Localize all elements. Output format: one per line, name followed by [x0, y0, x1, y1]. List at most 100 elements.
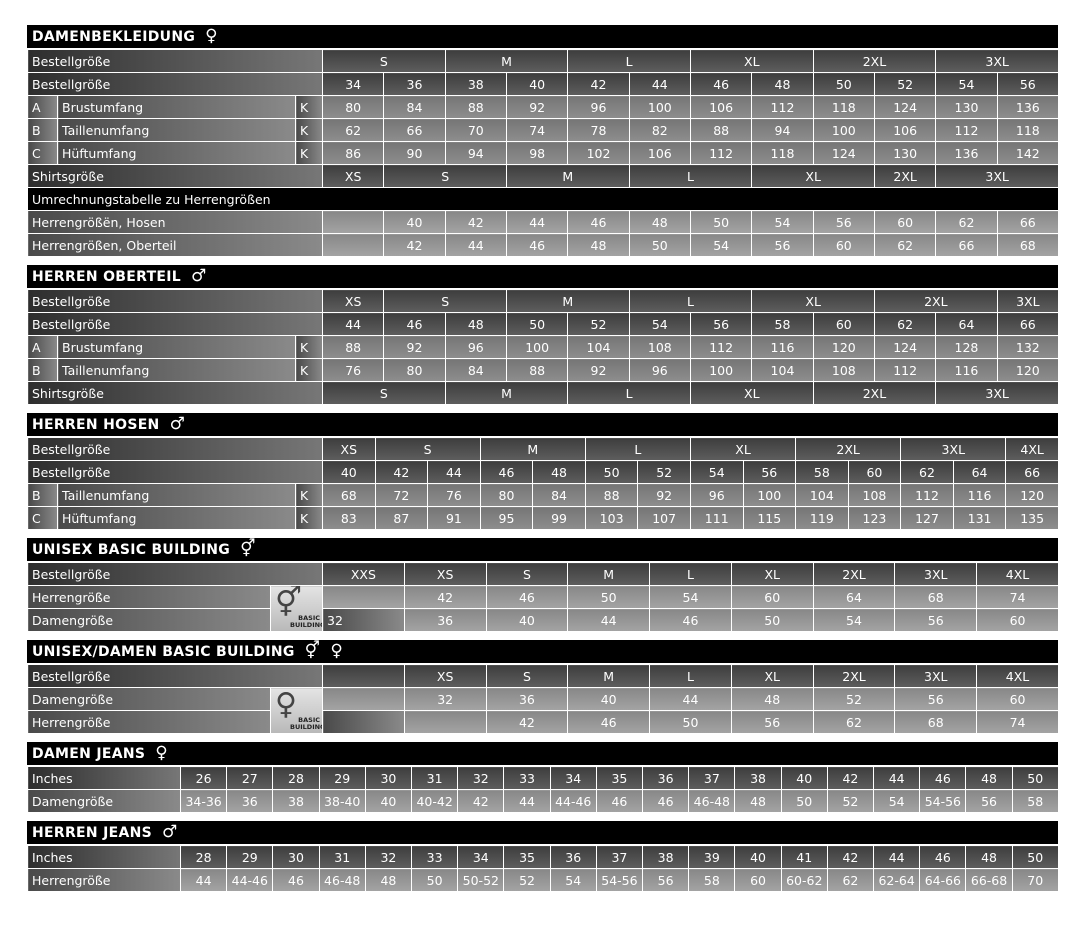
size-value: 88 [584, 483, 639, 507]
row-label: Herrengröße [27, 868, 181, 892]
size-value: 64-66 [919, 868, 967, 892]
size-value: 104 [567, 335, 630, 359]
size-value: 52 [567, 312, 630, 336]
size-value: XXS [322, 562, 405, 586]
size-value: 42 [457, 789, 505, 813]
size-table: Bestellgröße S M L XL 2XL 3XL Bestellgröße 34 36 3… [27, 49, 1059, 257]
size-value: 42 [374, 460, 429, 484]
size-value: 60 [730, 585, 814, 609]
size-value: 3XL [935, 381, 1059, 405]
section: UNISEX BASIC BUILDING ⚥ Bestellgröße XXS XS S… [26, 538, 1059, 632]
size-value: 38 [444, 72, 507, 96]
size-value: 52 [873, 72, 937, 96]
size-value: 26 [179, 766, 228, 790]
size-value: 70 [444, 118, 507, 142]
size-value: 35 [595, 766, 644, 790]
size-value: 44 [444, 233, 507, 257]
size-value: 34-36 [179, 789, 228, 813]
row-label: A [27, 95, 58, 119]
title-text: DAMENBEKLEIDUNG [32, 29, 196, 45]
size-value: 2XL [812, 562, 896, 586]
size-value: 84 [532, 483, 586, 507]
size-value: 40-42 [411, 789, 459, 813]
size-value: 96 [444, 335, 507, 359]
row-label: Bestellgröße [27, 49, 323, 73]
table-row: B Taillenumfang K 62 66 70 74 78 82 88 94 100 106 112… [27, 118, 1059, 142]
size-value: 62 [873, 233, 937, 257]
size-value: 62 [321, 118, 385, 142]
size-value: 2XL [812, 664, 896, 688]
size-value: 52 [812, 687, 896, 711]
size-value: 80 [479, 483, 534, 507]
size-value: 84 [383, 95, 446, 119]
empty-cell [321, 233, 385, 257]
size-value: XL [730, 664, 814, 688]
size-value: 42 [444, 210, 507, 234]
size-value: M [444, 381, 569, 405]
size-value: 116 [935, 358, 998, 382]
size-value: 50 [812, 72, 875, 96]
size-value: 112 [935, 118, 998, 142]
size-value: 124 [873, 95, 937, 119]
row-label: K [295, 506, 323, 530]
size-value: 2XL [873, 164, 937, 188]
size-value: 131 [952, 506, 1007, 530]
size-value: 46 [567, 710, 651, 734]
size-value: 54-56 [919, 789, 967, 813]
gender-symbol: ♂ [169, 414, 186, 434]
size-value: S [485, 562, 569, 586]
size-value: 127 [900, 506, 954, 530]
size-value: 48 [965, 845, 1013, 869]
size-value: 48 [444, 312, 507, 336]
size-value: L [628, 289, 753, 313]
size-value: L [649, 664, 732, 688]
size-value: 3XL [900, 437, 1007, 461]
size-value: 35 [503, 845, 551, 869]
size-value: 46 [649, 608, 732, 632]
size-value: 46 [505, 233, 569, 257]
size-value: M [444, 49, 569, 73]
table-row: A Brustumfang K 88 92 96 100 104 108 112 116 120 124… [27, 335, 1059, 359]
size-value: 62 [826, 868, 875, 892]
size-value: 86 [321, 141, 385, 165]
size-value: 62 [935, 210, 998, 234]
badge-symbol: ⚥ [275, 585, 303, 620]
size-value: 50 [1011, 845, 1059, 869]
size-value: 76 [321, 358, 385, 382]
table-row: Shirtsgröße S M L XL 2XL 3XL [27, 381, 1059, 405]
size-value: 2XL [795, 437, 902, 461]
size-value: 3XL [894, 562, 978, 586]
size-value: XS [321, 164, 385, 188]
table-row: A Brustumfang K 80 84 88 92 96 100 106 112 118 124 13… [27, 95, 1059, 119]
size-value: 28 [272, 766, 320, 790]
row-label: Taillenumfang [57, 483, 296, 507]
size-chart: DAMENBEKLEIDUNG ♀ Bestellgröße S M L XL 2XL 3XL B… [26, 25, 1059, 900]
size-value: 136 [996, 95, 1059, 119]
size-value: 42 [383, 233, 446, 257]
basic-building-badge: ⚥ BASIC BUILDING [269, 585, 324, 632]
size-value: 60 [976, 608, 1059, 632]
size-value: 112 [751, 95, 814, 119]
size-value: S [322, 49, 446, 73]
row-label: Hüftumfang [57, 506, 296, 530]
size-value: 92 [567, 358, 630, 382]
size-table: Bestellgröße XS S M L XL 2XL 3XL 4XL Bestellgröße… [27, 437, 1059, 530]
row-label: Bestellgröße [27, 72, 323, 96]
badge-text: BASIC BUILDING [290, 614, 323, 629]
size-value: XL [751, 289, 875, 313]
size-value: M [479, 437, 586, 461]
size-value: L [567, 381, 691, 405]
size-value: 112 [689, 141, 753, 165]
size-value: 46 [689, 72, 753, 96]
size-value: 123 [847, 506, 902, 530]
size-value: 56 [751, 233, 814, 257]
size-value: M [505, 164, 630, 188]
size-value: 88 [689, 118, 753, 142]
size-value: 99 [532, 506, 586, 530]
size-value: 48 [532, 460, 586, 484]
size-value: S [383, 164, 507, 188]
size-value: 98 [505, 141, 569, 165]
gender-symbol: ⚥ [240, 539, 256, 559]
size-value: 27 [226, 766, 274, 790]
